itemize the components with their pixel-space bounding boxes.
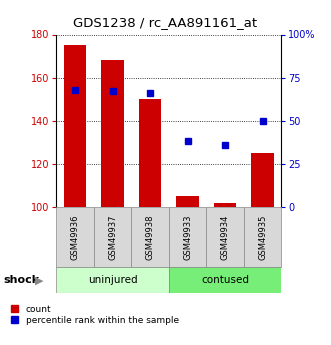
Bar bbox=[176, 196, 199, 207]
Text: GSM49938: GSM49938 bbox=[146, 215, 155, 260]
Text: GSM49936: GSM49936 bbox=[71, 215, 79, 260]
Bar bbox=[169, 267, 281, 293]
Bar bbox=[251, 153, 274, 207]
Text: GSM49937: GSM49937 bbox=[108, 215, 117, 260]
Text: contused: contused bbox=[201, 275, 249, 285]
Text: ▶: ▶ bbox=[35, 275, 43, 285]
Bar bbox=[56, 267, 169, 293]
Bar bbox=[131, 207, 169, 267]
Bar bbox=[64, 45, 86, 207]
Text: GSM49935: GSM49935 bbox=[258, 215, 267, 260]
Text: GDS1238 / rc_AA891161_at: GDS1238 / rc_AA891161_at bbox=[73, 16, 258, 29]
Bar bbox=[101, 60, 124, 207]
Bar bbox=[56, 207, 94, 267]
Text: shock: shock bbox=[3, 275, 39, 285]
Bar bbox=[214, 203, 236, 207]
Bar bbox=[206, 207, 244, 267]
Text: GSM49934: GSM49934 bbox=[220, 215, 230, 260]
Bar bbox=[139, 99, 161, 207]
Bar bbox=[94, 207, 131, 267]
Text: uninjured: uninjured bbox=[88, 275, 137, 285]
Legend: count, percentile rank within the sample: count, percentile rank within the sample bbox=[11, 305, 179, 325]
Bar bbox=[169, 207, 206, 267]
Text: GSM49933: GSM49933 bbox=[183, 215, 192, 260]
Bar bbox=[244, 207, 281, 267]
